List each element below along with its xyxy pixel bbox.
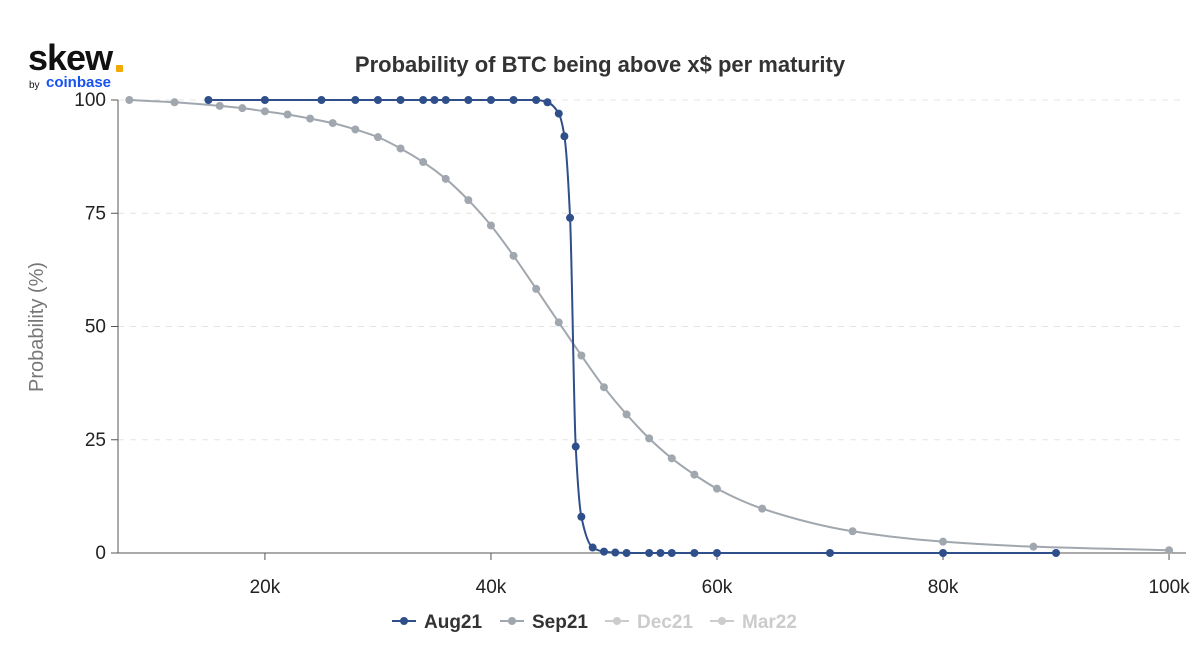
data-point-sep21 — [554, 318, 563, 327]
data-point-aug21 — [554, 109, 563, 118]
legend-label-mar22: Mar22 — [742, 612, 797, 633]
data-point-sep21 — [464, 196, 473, 205]
series-aug21 — [204, 96, 1061, 557]
chart-title: Probability of BTC being above x$ per ma… — [355, 52, 846, 77]
data-point-sep21 — [532, 284, 541, 293]
data-point-aug21 — [373, 96, 382, 104]
data-point-sep21 — [758, 504, 767, 513]
data-point-aug21 — [260, 96, 269, 104]
series-layer — [125, 96, 1174, 557]
axes: 0 25 50 75 100 20k 40k 60k 80k 100k — [74, 90, 1190, 598]
data-point-sep21 — [848, 527, 857, 536]
data-point-aug21 — [1052, 549, 1061, 557]
legend-item-sep21[interactable]: Sep21 — [500, 612, 588, 633]
data-point-aug21 — [690, 549, 699, 557]
series-line-aug21 — [208, 99, 1057, 554]
legend-marker-mar22 — [718, 617, 726, 625]
data-point-aug21 — [317, 96, 326, 104]
data-point-aug21 — [441, 96, 450, 104]
data-point-aug21 — [826, 549, 834, 557]
data-point-aug21 — [486, 96, 495, 104]
data-point-aug21 — [204, 96, 213, 104]
series-line-sep21 — [129, 99, 1170, 552]
legend-item-aug21[interactable]: Aug21 — [392, 612, 483, 633]
legend-label-aug21: Aug21 — [424, 612, 483, 633]
data-point-sep21 — [939, 537, 948, 546]
data-point-sep21 — [373, 133, 382, 142]
data-point-aug21 — [645, 549, 654, 557]
x-tick-label: 100k — [1148, 577, 1190, 598]
legend-marker-aug21 — [400, 617, 408, 625]
x-tick-label: 40k — [476, 577, 507, 598]
data-point-sep21 — [396, 144, 405, 153]
legend-marker-dec21 — [613, 617, 621, 625]
data-point-sep21 — [306, 114, 315, 123]
y-tick-label: 75 — [85, 203, 106, 224]
data-point-sep21 — [622, 410, 631, 419]
logo-word: skew — [28, 37, 113, 78]
legend-label-dec21: Dec21 — [637, 612, 693, 633]
data-point-aug21 — [667, 549, 676, 557]
skew-logo: skew by coinbase — [28, 38, 138, 98]
data-point-sep21 — [486, 221, 495, 230]
data-point-sep21 — [125, 96, 134, 104]
data-point-sep21 — [283, 110, 292, 119]
legend[interactable]: Aug21 Sep21 Dec21 Mar22 — [392, 612, 797, 633]
y-axis-label: Probability (%) — [26, 262, 48, 392]
data-point-sep21 — [1029, 542, 1038, 551]
data-point-aug21 — [419, 96, 428, 104]
logo-by: by — [29, 80, 40, 91]
series-sep21 — [125, 96, 1174, 555]
data-point-sep21 — [599, 383, 608, 392]
x-tick-label: 80k — [928, 577, 959, 598]
data-point-aug21 — [939, 549, 948, 557]
x-tick-label: 20k — [250, 577, 281, 598]
y-tick-label: 25 — [85, 430, 106, 451]
data-point-sep21 — [215, 101, 224, 110]
data-point-sep21 — [351, 125, 360, 134]
data-point-aug21 — [588, 543, 597, 552]
data-point-sep21 — [238, 104, 247, 113]
data-point-aug21 — [712, 549, 721, 557]
y-tick-label: 0 — [95, 543, 106, 564]
data-point-aug21 — [430, 96, 439, 104]
legend-label-sep21: Sep21 — [532, 612, 588, 633]
x-tick-label: 60k — [702, 577, 733, 598]
data-point-sep21 — [260, 107, 269, 116]
data-point-sep21 — [170, 98, 179, 107]
data-point-aug21 — [464, 96, 473, 104]
grid — [118, 99, 1186, 441]
data-point-sep21 — [645, 434, 654, 443]
data-point-aug21 — [599, 547, 608, 556]
data-point-aug21 — [656, 549, 665, 557]
data-point-aug21 — [396, 96, 405, 104]
data-point-aug21 — [509, 96, 518, 104]
logo-brand: coinbase — [46, 74, 112, 91]
data-point-sep21 — [509, 251, 518, 260]
data-point-aug21 — [611, 548, 620, 557]
data-point-aug21 — [560, 132, 569, 141]
data-point-aug21 — [532, 96, 541, 104]
data-point-aug21 — [577, 512, 586, 521]
data-point-aug21 — [543, 98, 552, 107]
data-point-aug21 — [622, 549, 631, 557]
y-tick-label: 50 — [85, 317, 106, 338]
data-point-sep21 — [328, 119, 337, 128]
logo-dot — [116, 65, 123, 72]
data-point-sep21 — [667, 454, 676, 463]
data-point-sep21 — [441, 174, 450, 183]
data-point-aug21 — [571, 442, 580, 451]
y-tick-label: 100 — [74, 90, 106, 111]
data-point-sep21 — [712, 484, 721, 493]
data-point-aug21 — [566, 213, 575, 222]
legend-marker-sep21 — [508, 617, 516, 625]
legend-item-dec21[interactable]: Dec21 — [605, 612, 693, 633]
data-point-aug21 — [351, 96, 360, 104]
data-point-sep21 — [1165, 546, 1174, 555]
data-point-sep21 — [577, 351, 586, 360]
data-point-sep21 — [419, 158, 428, 167]
data-point-sep21 — [690, 470, 699, 479]
legend-item-mar22[interactable]: Mar22 — [710, 612, 797, 633]
